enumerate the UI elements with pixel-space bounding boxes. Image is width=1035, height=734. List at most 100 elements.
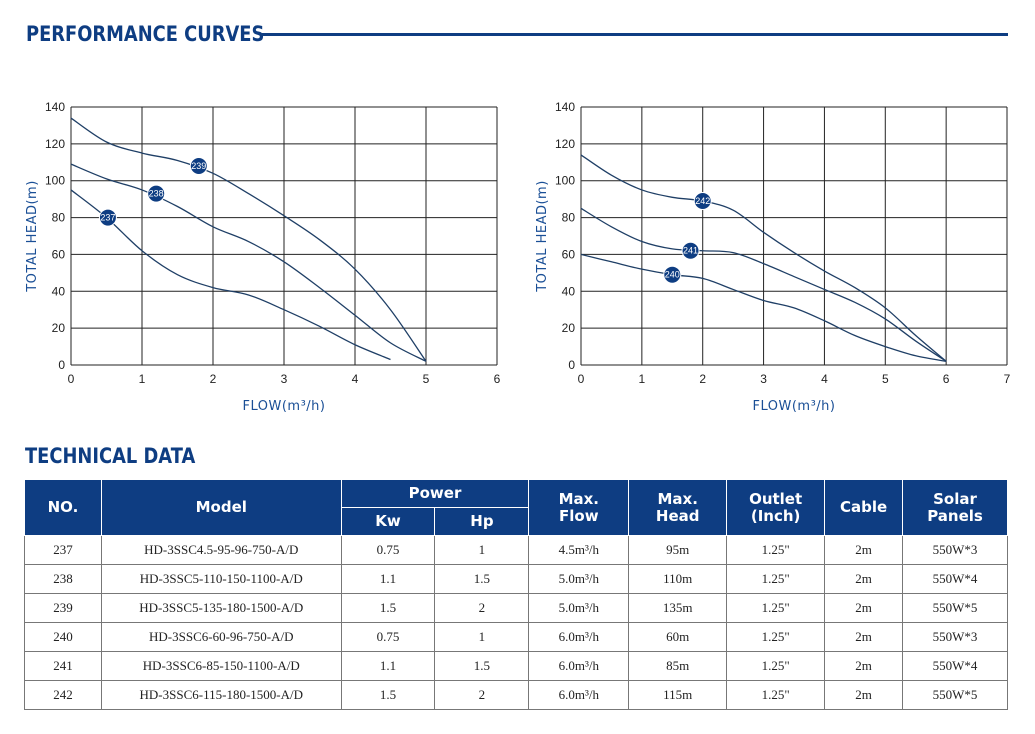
cell-cable: 2m [824, 622, 904, 652]
curve-240 [580, 253, 947, 362]
performance-curves-title: PERFORMANCE CURVES [26, 22, 265, 46]
technical-data-title: TECHNICAL DATA [25, 444, 196, 468]
header-max-head: Max. Head [628, 479, 728, 536]
table-row: 239 HD-3SSC5-135-180-1500-A/D 1.5 2 5.0m³/h 1… [24, 593, 1008, 623]
cell-outlet: 1.25" [726, 622, 826, 652]
cell-max-head: 135m [628, 593, 728, 623]
curve-marker-label: 240 [665, 270, 680, 280]
cell-hp: 2 [434, 680, 530, 710]
cell-kw: 1.1 [340, 564, 436, 594]
table-row: 240 HD-3SSC6-60-96-750-A/D 0.75 1 6.0m³/h 60m… [24, 622, 1008, 652]
cell-hp: 2 [434, 593, 530, 623]
x-tick-label: 2 [699, 372, 706, 386]
curve-238 [70, 163, 427, 362]
y-tick-label: 80 [52, 211, 66, 225]
curve-marker-label: 239 [191, 161, 206, 171]
header-max-flow: Max. Flow [528, 479, 630, 536]
cell-hp: 1 [434, 535, 530, 565]
curve-237 [70, 189, 391, 361]
curve-marker-239 [189, 156, 208, 175]
x-tick-label: 4 [352, 372, 359, 386]
cell-no: 239 [24, 593, 102, 623]
y-axis-label: TOTAL HEAD(m) [535, 180, 550, 293]
cell-model: HD-3SSC6-85-150-1100-A/D [100, 651, 342, 681]
curve-marker-label: 237 [100, 213, 115, 223]
header-power: Power [340, 479, 530, 508]
x-tick-label: 4 [821, 372, 828, 386]
y-tick-label: 20 [562, 321, 576, 335]
header-no: NO. [24, 479, 102, 536]
x-tick-label: 0 [578, 372, 585, 386]
cell-hp: 1.5 [434, 651, 530, 681]
y-tick-label: 0 [568, 358, 575, 372]
cell-model: HD-3SSC5-110-150-1100-A/D [100, 564, 342, 594]
cell-max-flow: 4.5m³/h [528, 535, 630, 565]
x-tick-label: 3 [760, 372, 767, 386]
cell-outlet: 1.25" [726, 651, 826, 681]
performance-chart-left: 0 1 2 3 4 5 6020406080100120140FLOW(m³/h)TOTAL… [25, 100, 501, 414]
cell-no: 242 [24, 680, 102, 710]
cell-outlet: 1.25" [726, 564, 826, 594]
cell-kw: 0.75 [340, 535, 436, 565]
cell-cable: 2m [824, 564, 904, 594]
cell-kw: 1.5 [340, 593, 436, 623]
header-model: Model [100, 479, 342, 536]
cell-max-head: 110m [628, 564, 728, 594]
cell-solar-panels: 550W*4 [902, 564, 1008, 594]
curve-marker-242 [693, 191, 712, 210]
cell-outlet: 1.25" [726, 680, 826, 710]
x-tick-label: 3 [281, 372, 288, 386]
curve-242 [580, 154, 947, 362]
x-tick-label: 1 [139, 372, 146, 386]
cell-cable: 2m [824, 680, 904, 710]
title-divider [262, 33, 1008, 36]
y-tick-label: 140 [45, 100, 65, 114]
cell-model: HD-3SSC6-60-96-750-A/D [100, 622, 342, 652]
y-tick-label: 0 [58, 358, 65, 372]
header-solar-panels: Solar Panels [902, 479, 1008, 536]
cell-solar-panels: 550W*4 [902, 651, 1008, 681]
cell-kw: 0.75 [340, 622, 436, 652]
cell-kw: 1.5 [340, 680, 436, 710]
y-tick-label: 80 [562, 211, 576, 225]
cell-max-head: 95m [628, 535, 728, 565]
cell-hp: 1.5 [434, 564, 530, 594]
cell-max-flow: 5.0m³/h [528, 593, 630, 623]
cell-max-head: 85m [628, 651, 728, 681]
cell-no: 240 [24, 622, 102, 652]
cell-solar-panels: 550W*3 [902, 535, 1008, 565]
cell-cable: 2m [824, 651, 904, 681]
x-tick-label: 2 [210, 372, 217, 386]
cell-max-flow: 5.0m³/h [528, 564, 630, 594]
table-row: 238 HD-3SSC5-110-150-1100-A/D 1.1 1.5 5.0m³/… [24, 564, 1008, 594]
cell-no: 237 [24, 535, 102, 565]
x-axis-label: FLOW(m³/h) [753, 399, 836, 414]
curve-marker-label: 242 [695, 196, 710, 206]
header-kw: Kw [340, 507, 436, 536]
cell-cable: 2m [824, 535, 904, 565]
cell-outlet: 1.25" [726, 593, 826, 623]
x-tick-label: 6 [943, 372, 950, 386]
curve-marker-238 [147, 184, 166, 203]
header-outlet: Outlet (Inch) [726, 479, 826, 536]
curve-marker-240 [663, 265, 682, 284]
table-row: 242 HD-3SSC6-115-180-1500-A/D 1.5 2 6.0m³/h 1… [24, 680, 1008, 710]
header-hp: Hp [434, 507, 530, 536]
cell-cable: 2m [824, 593, 904, 623]
cell-outlet: 1.25" [726, 535, 826, 565]
curve-241 [580, 207, 947, 362]
technical-data-table: NO. Model Power Max. Flow Max. Head Outlet… [24, 479, 1008, 710]
y-tick-label: 120 [45, 137, 65, 151]
curve-marker-237 [98, 208, 117, 227]
cell-hp: 1 [434, 622, 530, 652]
y-tick-label: 40 [562, 284, 576, 298]
y-tick-label: 100 [45, 174, 65, 188]
cell-model: HD-3SSC5-135-180-1500-A/D [100, 593, 342, 623]
x-tick-label: 6 [494, 372, 501, 386]
y-tick-label: 40 [52, 284, 66, 298]
cell-solar-panels: 550W*5 [902, 593, 1008, 623]
table-body: 237 HD-3SSC4.5-95-96-750-A/D 0.75 1 4.5m³/h 9… [24, 535, 1008, 710]
y-tick-label: 60 [52, 247, 66, 261]
curve-239 [70, 117, 427, 362]
x-axis-label: FLOW(m³/h) [243, 399, 326, 414]
